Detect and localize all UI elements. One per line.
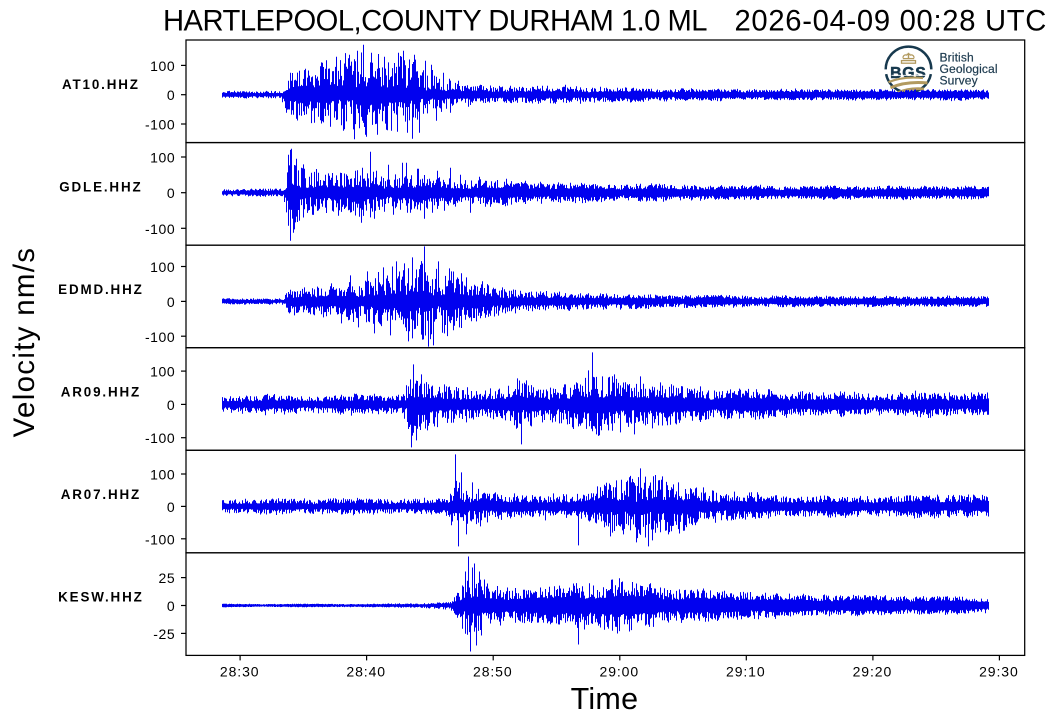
svg-text:KESW.HHZ: KESW.HHZ — [58, 590, 143, 605]
svg-text:100: 100 — [150, 467, 175, 483]
svg-text:29:10: 29:10 — [726, 664, 766, 680]
svg-text:Survey: Survey — [940, 74, 979, 88]
svg-text:100: 100 — [150, 364, 175, 380]
svg-text:EDMD.HHZ: EDMD.HHZ — [58, 282, 143, 297]
svg-text:AT10.HHZ: AT10.HHZ — [62, 77, 140, 92]
svg-text:2026-04-09 00:28 UTC: 2026-04-09 00:28 UTC — [735, 6, 1048, 38]
svg-text:Geological: Geological — [940, 62, 998, 76]
svg-text:29:30: 29:30 — [979, 664, 1019, 680]
svg-text:29:20: 29:20 — [853, 664, 893, 680]
svg-text:-100: -100 — [145, 221, 175, 237]
svg-text:-25: -25 — [153, 626, 175, 642]
svg-text:0: 0 — [167, 397, 175, 413]
svg-text:29:00: 29:00 — [600, 664, 640, 680]
svg-text:28:50: 28:50 — [473, 664, 513, 680]
svg-text:GDLE.HHZ: GDLE.HHZ — [59, 179, 142, 194]
svg-text:Velocity nm/s: Velocity nm/s — [8, 247, 41, 438]
svg-text:0: 0 — [167, 499, 175, 515]
svg-text:0: 0 — [167, 87, 175, 103]
svg-text:Time: Time — [571, 682, 639, 716]
svg-text:HARTLEPOOL,COUNTY DURHAM 1.0 M: HARTLEPOOL,COUNTY DURHAM 1.0 ML — [163, 6, 707, 38]
svg-text:0: 0 — [167, 185, 175, 201]
svg-text:28:30: 28:30 — [220, 664, 260, 680]
svg-text:0: 0 — [167, 294, 175, 310]
svg-text:28:40: 28:40 — [346, 664, 386, 680]
svg-text:100: 100 — [150, 150, 175, 166]
svg-text:-100: -100 — [145, 329, 175, 345]
svg-text:-100: -100 — [145, 531, 175, 547]
svg-text:100: 100 — [150, 259, 175, 275]
svg-text:-100: -100 — [145, 430, 175, 446]
svg-text:British: British — [940, 51, 974, 65]
svg-text:AR07.HHZ: AR07.HHZ — [61, 487, 141, 502]
svg-text:0: 0 — [167, 598, 175, 614]
svg-text:-100: -100 — [145, 117, 175, 133]
svg-text:25: 25 — [159, 570, 176, 586]
svg-text:AR09.HHZ: AR09.HHZ — [61, 385, 141, 400]
svg-text:100: 100 — [150, 58, 175, 74]
